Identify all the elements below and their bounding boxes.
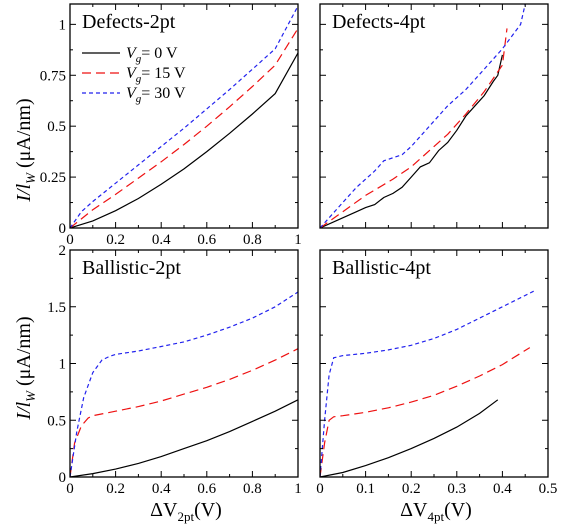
series-line-3	[320, 4, 526, 228]
x-tick-label: 0.4	[493, 481, 512, 497]
plot-frame	[319, 3, 549, 229]
x-tick-label: 0.4	[152, 232, 171, 248]
y-axis-label-bottom: I/lW (μA/nm)	[13, 316, 38, 420]
panel-4: 0 0.1 0.2 0.3 0.4 0.5 Ballistic-4pt	[316, 249, 558, 497]
panel-title: Defects-4pt	[332, 11, 426, 33]
y-tick-label: 1.5	[47, 300, 66, 316]
plot-frame	[319, 249, 549, 478]
series-line-3	[70, 291, 298, 477]
x-tick-label: 0.2	[106, 481, 125, 497]
x-tick-label: 0.3	[447, 481, 466, 497]
y-tick-label: 0.5	[47, 119, 66, 135]
plot-frame	[69, 3, 299, 229]
panel-title: Ballistic-2pt	[82, 257, 181, 279]
y-label-main: I/l	[13, 183, 35, 202]
y-label-sub: W	[23, 172, 38, 184]
plot-frame	[69, 249, 299, 478]
series-line-1	[70, 399, 298, 477]
y-tick-label: 0.5	[47, 413, 66, 429]
panel-title: Ballistic-4pt	[332, 257, 431, 279]
series-line-2	[320, 28, 508, 228]
x-tick-label: 0.8	[243, 232, 262, 248]
x-tick-label: 0	[66, 232, 74, 248]
x-tick-label: 0.4	[152, 481, 171, 497]
y-tick-label: 1	[59, 357, 67, 373]
panel-3: 0 0.5 1 1.5 2 0 0.2 0.4 0.6 0.8 1 Ballistic-2pt	[47, 243, 302, 497]
x-tick-label: 0.2	[402, 481, 421, 497]
x-tick-label: 0.1	[356, 481, 375, 497]
y-label-units: (μA/nm)	[13, 98, 35, 173]
x-tick-label: 0.6	[197, 232, 216, 248]
legend-label-3: Vg= 30 V	[126, 85, 186, 105]
x-tick-label: 0.8	[243, 481, 262, 497]
x-tick-label: 0.6	[197, 481, 216, 497]
x-tick-label: 0	[316, 481, 324, 497]
x-tick-label: 1	[294, 232, 302, 248]
y-tick-label: 1	[59, 17, 67, 33]
x-axis-label-left: ΔV2pt(V)	[150, 499, 222, 524]
y-axis-label-top: I/lW (μA/nm)	[13, 98, 38, 202]
y-tick-label: 0	[59, 470, 67, 486]
series-line-1	[70, 52, 298, 228]
series-line-2	[70, 28, 298, 228]
x-tick-label: 0.2	[106, 232, 125, 248]
series-line-2	[320, 347, 531, 477]
series-line-1	[320, 399, 499, 477]
panel-2: Defects-4pt	[319, 3, 549, 229]
y-tick-label: 0.25	[40, 170, 66, 186]
panel-title: Defects-2pt	[82, 11, 176, 33]
x-tick-label: 0.5	[539, 481, 558, 497]
x-tick-label: 0	[66, 481, 74, 497]
legend-label-2: Vg= 15 V	[126, 65, 186, 85]
y-tick-label: 2	[59, 243, 67, 259]
panel-1: 0 0.25 0.5 0.75 1 0 0.2 0.4 0.6 0.8 1 Defects-2pt Vg…	[40, 3, 302, 248]
legend-label-1: Vg= 0 V	[126, 45, 178, 65]
x-axis-label-right: ΔV4pt(V)	[400, 499, 472, 524]
y-tick-label: 0	[59, 221, 67, 237]
series-line-2	[70, 348, 298, 477]
series-line-3	[320, 290, 535, 477]
series-line-3	[70, 5, 298, 228]
x-tick-label: 1	[294, 481, 302, 497]
y-tick-label: 0.75	[40, 68, 66, 84]
series-line-1	[320, 54, 503, 228]
